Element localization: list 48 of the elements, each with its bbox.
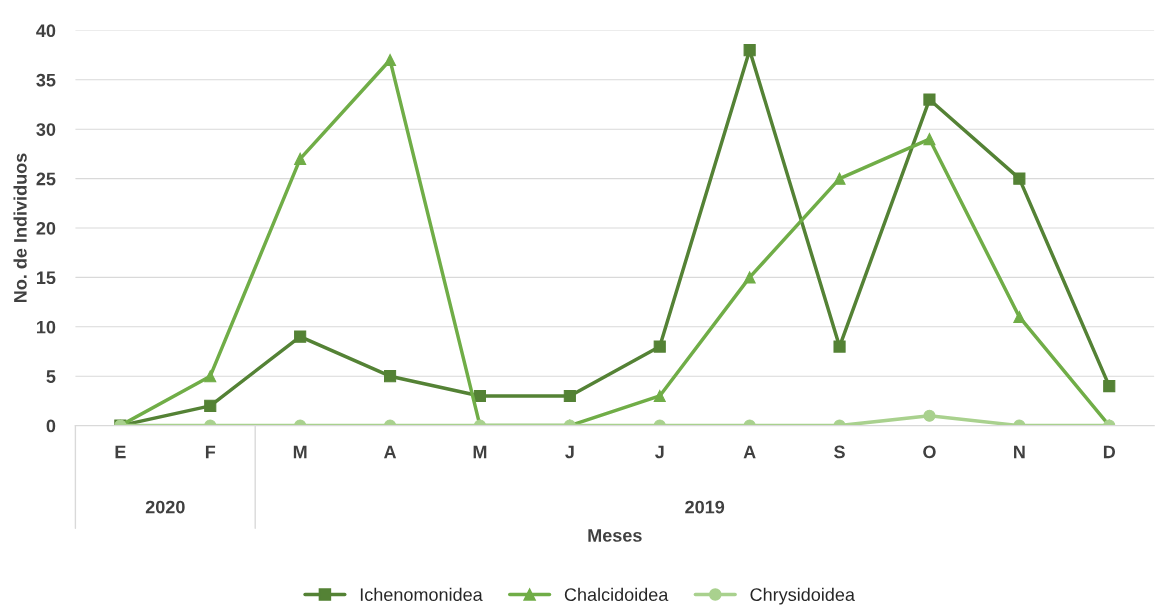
point [204, 370, 217, 383]
point [833, 340, 846, 353]
y-tick-label: 20 [36, 221, 56, 235]
point [294, 152, 307, 165]
point [563, 389, 576, 403]
y-tick-label: 40 [36, 24, 56, 38]
x-tick-label: N [1014, 445, 1025, 459]
point [1103, 380, 1116, 393]
y-tick-label: 15 [37, 271, 56, 285]
y-tick-label: 25 [36, 172, 56, 186]
legend-label: Chrysidoidea [750, 587, 855, 605]
x-tick-label: M [293, 445, 307, 459]
text: 2020 [145, 500, 185, 514]
x-tick-label: O [923, 445, 936, 459]
legend-label: Ichenomonidea [360, 587, 483, 602]
x-tick-label: J [565, 445, 574, 459]
x-tick-label: E [115, 445, 126, 459]
point [383, 370, 397, 383]
point [383, 53, 397, 67]
point [923, 409, 936, 422]
x-tick-label: M [473, 445, 487, 459]
point [653, 389, 666, 403]
y-tick-label: 35 [36, 73, 56, 87]
point [923, 93, 936, 106]
point [653, 340, 666, 353]
point [473, 389, 487, 403]
point [294, 330, 307, 343]
x-axis-title: Meses [588, 529, 642, 542]
point [1013, 310, 1026, 323]
x-tick-label: A [743, 445, 756, 459]
x-tick-label: J [655, 445, 664, 459]
x-tick-label: D [1103, 445, 1116, 459]
point [1013, 172, 1026, 185]
y-tick-label: 0 [46, 419, 56, 433]
y-tick-label: 10 [37, 320, 56, 334]
point [833, 172, 846, 185]
point [204, 399, 217, 412]
point [743, 271, 756, 284]
text: 2019 [685, 500, 725, 514]
legend-label: Chalcidoidea [564, 587, 669, 602]
y-axis-title: No. de Individuos [13, 153, 27, 303]
x-tick-label: S [834, 445, 845, 459]
point [923, 133, 936, 146]
x-tick-label: F [205, 445, 216, 459]
y-tick-label: 5 [46, 370, 56, 383]
x-tick-label: A [383, 445, 397, 459]
point [743, 44, 756, 57]
y-tick-label: 30 [36, 123, 56, 136]
